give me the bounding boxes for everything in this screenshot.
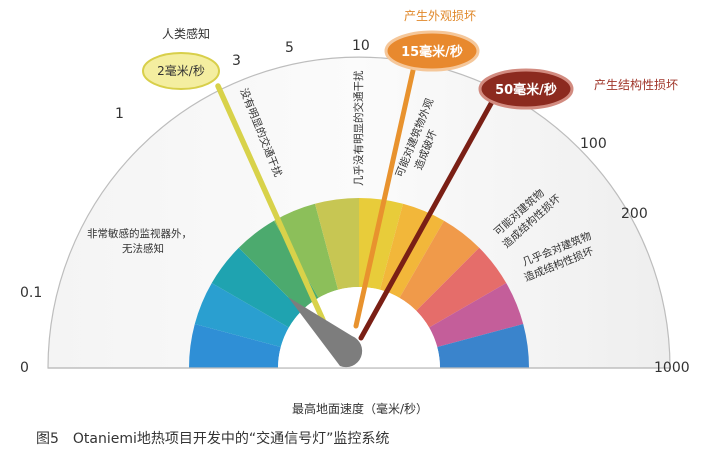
scale-label-1: 1 — [115, 106, 124, 122]
needle-human-perception — [215, 83, 326, 323]
scale-label-5: 5 — [285, 40, 294, 56]
gauge-segment-11 — [429, 283, 524, 348]
gauge-segment-1 — [189, 324, 281, 368]
gauge-segment-3 — [211, 247, 302, 328]
marker-bubble-2mm — [142, 52, 220, 90]
figure-caption: 图5 Otaniemi地热项目开发中的“交通信号灯”监控系统 — [36, 431, 390, 447]
scale-label-0: 0 — [20, 360, 29, 376]
marker-human-perception: 2毫米/秒 人类感知 — [142, 26, 220, 90]
marker-label-15mm: 15毫米/秒 — [401, 44, 463, 60]
marker-bubble-15mm — [384, 30, 480, 72]
marker-caption-appearance-damage: 产生外观损坏 — [404, 9, 476, 23]
gauge-segment-5 — [274, 203, 339, 298]
gauge-segment-6 — [315, 198, 359, 290]
gauge-segment-4 — [238, 220, 319, 311]
scale-label-0.1: 0.1 — [20, 285, 42, 301]
zone-text-almost-no-disturbance: 几乎没有明显的交通干扰 — [352, 70, 365, 186]
axis-label: 最高地面速度（毫米/秒） — [292, 401, 428, 416]
marker-caption-structural-damage: 产生结构性损坏 — [594, 77, 678, 92]
gauge-segment-9 — [399, 220, 480, 311]
gauge-segment-2 — [194, 283, 289, 348]
zone-text-not-perceived-1: 非常敏感的监视器外， — [87, 227, 192, 240]
marker-bubble-50mm — [478, 68, 574, 110]
zone-text-not-perceived-2: 无法感知 — [122, 242, 164, 255]
gauge-segment-10 — [416, 247, 507, 328]
marker-caption-human-perception: 人类感知 — [162, 26, 210, 41]
gauge-segment-12 — [437, 324, 529, 368]
scale-label-3: 3 — [232, 53, 241, 69]
marker-appearance-damage: 15毫米/秒 产生外观损坏 — [384, 9, 480, 72]
marker-label-2mm: 2毫米/秒 — [157, 63, 205, 78]
gauge-color-segments — [189, 198, 529, 368]
gauge-pointer — [288, 297, 363, 368]
marker-label-50mm: 50毫米/秒 — [495, 82, 557, 98]
scale-label-1000: 1000 — [654, 360, 690, 376]
scale-label-200: 200 — [621, 206, 648, 222]
needle-appearance-damage — [353, 63, 417, 329]
marker-structural-damage: 50毫米/秒 产生结构性损坏 — [478, 68, 678, 110]
needle-structural-damage — [358, 97, 496, 341]
scale-label-100: 100 — [580, 136, 607, 152]
scale-label-10: 10 — [352, 38, 370, 54]
